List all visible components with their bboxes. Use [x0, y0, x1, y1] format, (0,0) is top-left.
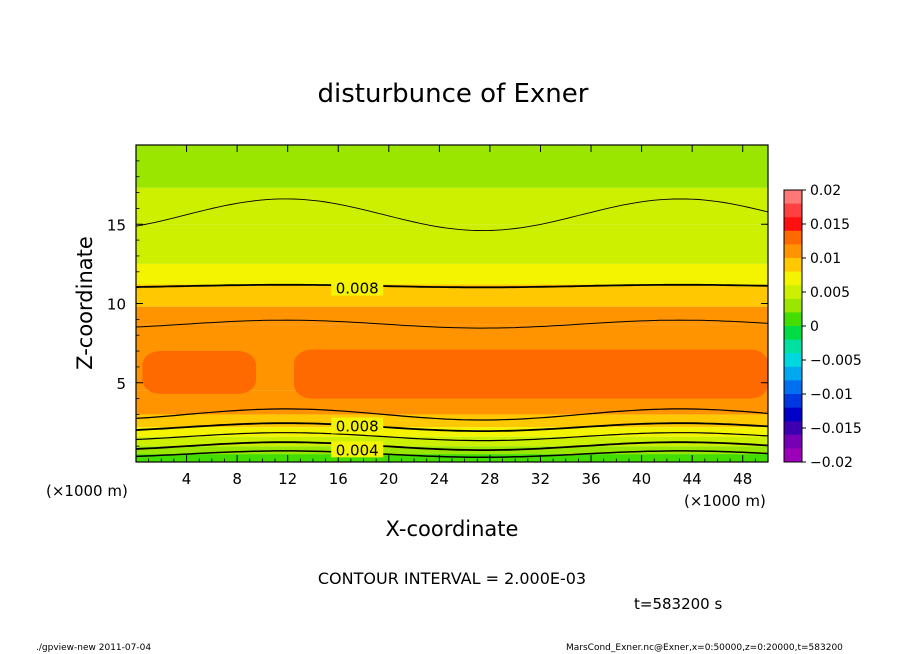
- contour-band-11: [136, 187, 768, 225]
- colorbar-swatch-17: [784, 421, 802, 436]
- contour-line-4: [135, 408, 769, 421]
- colorbar-label-4: 0: [810, 319, 819, 335]
- contour-band-9: [136, 263, 768, 285]
- contour-labels: 0.008 0.008 0.004: [331, 279, 384, 459]
- y-tick-label-0: 5: [116, 375, 126, 393]
- contour-line-7: [135, 198, 769, 232]
- colorbar-swatch-7: [784, 285, 802, 300]
- contour-band-12: [136, 145, 768, 188]
- x-tick-label-3: 16: [329, 470, 348, 488]
- contour-label-1: 0.008: [336, 418, 379, 436]
- colorbar-swatch-6: [784, 271, 802, 286]
- y-axis-ticks: 5 10 15: [107, 160, 768, 447]
- colorbar-label-7: −0.015: [810, 421, 862, 437]
- colorbar-swatch-16: [784, 407, 802, 422]
- y-tick-label-2: 15: [107, 216, 126, 234]
- chart-title: disturbunce of Exner: [318, 79, 589, 109]
- x-unit-left: (×1000 m): [46, 482, 128, 500]
- colorbar-label-3: 0.005: [810, 285, 850, 301]
- x-tick-label-2: 12: [278, 470, 297, 488]
- colorbar-swatch-12: [784, 353, 802, 368]
- x-tick-label-10: 44: [683, 470, 702, 488]
- colorbar-swatch-0: [784, 190, 802, 205]
- contour-lines: [135, 198, 769, 458]
- colorbar-labels: 0.02 0.015 0.01 0.005 0 −0.005 −0.01 −0.015 −0.0…: [802, 183, 862, 471]
- footer-right: MarsCond_Exner.nc@Exner,x=0:50000,z=0:20…: [566, 643, 843, 653]
- contour-band-10: [136, 224, 768, 264]
- y-tick-label-1: 10: [107, 296, 126, 314]
- x-tick-label-7: 32: [531, 470, 550, 488]
- x-tick-label-6: 28: [480, 470, 499, 488]
- colorbar-swatch-19: [784, 448, 802, 463]
- x-tick-label-0: 4: [182, 470, 192, 488]
- colorbar-swatch-10: [784, 326, 802, 341]
- colorbar-swatch-13: [784, 366, 802, 381]
- colorbar-swatch-18: [784, 434, 802, 449]
- colorbar-swatch-3: [784, 230, 802, 245]
- colorbar-swatch-14: [784, 380, 802, 395]
- colorbar-label-6: −0.01: [810, 387, 853, 403]
- colorbar-swatch-2: [784, 217, 802, 232]
- colorbar-swatch-15: [784, 394, 802, 409]
- x-axis-label: X-coordinate: [386, 517, 519, 541]
- colorbar-label-5: −0.005: [810, 353, 862, 369]
- contour-core-0: [142, 351, 257, 394]
- contour-label-2: 0.004: [336, 441, 379, 459]
- colorbar: [783, 189, 803, 463]
- colorbar-label-0: 0.02: [810, 183, 841, 199]
- colorbar-swatch-8: [784, 298, 802, 313]
- colorbar-swatch-9: [784, 312, 802, 327]
- contour-label-bg-0: [331, 279, 384, 296]
- colorbar-swatch-4: [784, 244, 802, 259]
- footer-left: ./gpview-new 2011-07-04: [36, 643, 152, 653]
- contour-bands: [136, 145, 768, 462]
- contour-band-8: [136, 284, 768, 307]
- contour-label-0: 0.008: [336, 280, 379, 298]
- y-axis-label: Z-coordinate: [73, 236, 97, 370]
- contour-line-3: [135, 422, 769, 432]
- contour-line-1: [135, 441, 769, 451]
- colorbar-swatch-11: [784, 339, 802, 354]
- colorbar-swatch-1: [784, 203, 802, 218]
- x-axis-ticks: 4 8 12 16 20 24 28 32 36 40 44 48: [148, 145, 756, 488]
- contour-core-1: [294, 349, 768, 399]
- contour-line-5: [135, 319, 769, 329]
- contour-label-bg-2: [331, 441, 384, 458]
- x-unit-right: (×1000 m): [684, 492, 766, 510]
- contour-band-0: [136, 454, 768, 462]
- contour-line-2: [135, 432, 769, 442]
- x-tick-label-8: 36: [581, 470, 600, 488]
- contour-label-bg-1: [331, 417, 384, 434]
- contour-band-2: [136, 436, 768, 447]
- contour-band-3: [136, 427, 768, 437]
- colorbar-swatch-5: [784, 258, 802, 273]
- x-tick-label-5: 24: [430, 470, 449, 488]
- colorbar-label-2: 0.01: [810, 251, 841, 267]
- contour-line-6: [135, 283, 769, 289]
- x-tick-label-11: 48: [733, 470, 752, 488]
- x-tick-label-1: 8: [232, 470, 242, 488]
- time-text: t=583200 s: [634, 595, 722, 613]
- x-tick-label-9: 40: [632, 470, 651, 488]
- contour-line-0: [135, 450, 769, 458]
- x-tick-label-4: 20: [379, 470, 398, 488]
- contour-cores: [142, 349, 768, 399]
- colorbar-label-1: 0.015: [810, 217, 850, 233]
- contour-interval-text: CONTOUR INTERVAL = 2.000E-03: [318, 569, 586, 588]
- colorbar-label-8: −0.02: [810, 455, 853, 471]
